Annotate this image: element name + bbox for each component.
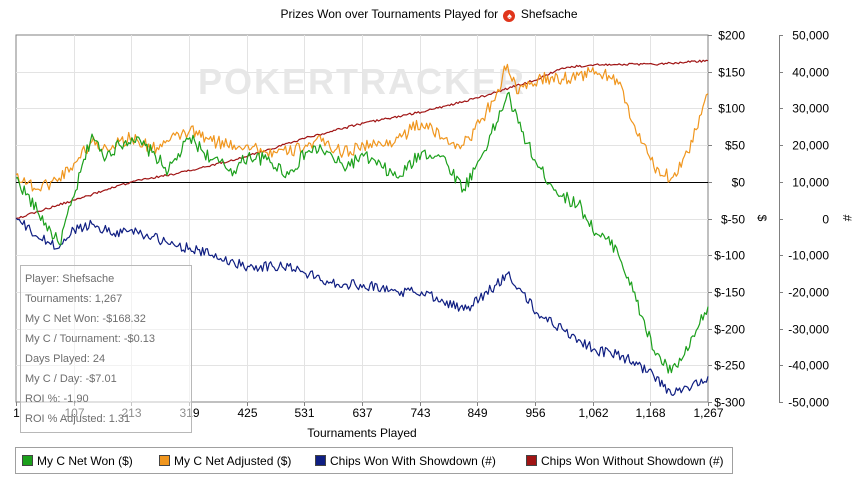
x-tick-label: 849: [467, 406, 487, 420]
legend-label-showdown: Chips Won With Showdown (#): [330, 454, 496, 468]
y1-tick-label: $-300: [714, 396, 745, 410]
x-tick-label: 531: [294, 406, 314, 420]
x-tick-label: 1,168: [635, 406, 665, 420]
legend-swatch-net-won: [22, 455, 33, 466]
info-tournaments: Tournaments: 1,267: [25, 293, 123, 305]
y2-tick-label: -20,000: [788, 286, 829, 300]
y1-tick-label: $-50: [721, 213, 745, 227]
y2-tick-label: -50,000: [788, 396, 829, 410]
watermark-logo: POKERTRACKER: [198, 61, 526, 102]
x-tick-label: 425: [237, 406, 257, 420]
x-tick-label: 743: [410, 406, 430, 420]
info-per-day: My C / Day: -$7.01: [25, 373, 117, 385]
x-tick-label: 1: [13, 406, 20, 420]
y2-tick-label: 0: [822, 213, 829, 227]
legend-swatch-net-adjusted: [159, 455, 170, 466]
chart-title: Prizes Won over Tournaments Played for ♠…: [0, 7, 858, 22]
y2-tick-label: -10,000: [788, 249, 829, 263]
y1-tick-label: $-100: [714, 249, 745, 263]
axis-layer: 11072133194255316377438499561,0621,1681,…: [13, 29, 854, 441]
y2-tick-label: -40,000: [788, 359, 829, 373]
info-box: Player: Shefsache Tournaments: 1,267 My …: [20, 265, 192, 433]
series-layer: [15, 59, 709, 396]
legend: My C Net Won ($) My C Net Adjusted ($) C…: [15, 447, 733, 474]
y2-tick-label: 40,000: [792, 66, 829, 80]
legend-swatch-showdown: [315, 455, 326, 466]
y2-tick-label: 20,000: [792, 139, 829, 153]
info-roi: ROI %: -1,90: [25, 393, 89, 405]
x-axis-title: Tournaments Played: [307, 426, 416, 440]
chart-title-text: Prizes Won over Tournaments Played for: [280, 7, 499, 21]
legend-item-showdown[interactable]: Chips Won With Showdown (#): [315, 454, 496, 468]
series-line-net-won: [15, 91, 709, 374]
y2-tick-label: 10,000: [792, 176, 829, 190]
y1-tick-label: $50: [725, 139, 745, 153]
y1-axis-title: $: [755, 215, 769, 222]
info-player: Player: Shefsache: [25, 273, 115, 285]
chart-title-player: Shefsache: [520, 7, 578, 21]
y2-axis-title: #: [840, 215, 854, 222]
series-line-no-showdown: [15, 59, 709, 220]
y2-tick-label: 50,000: [792, 29, 829, 43]
y1-tick-label: $-250: [714, 359, 745, 373]
legend-swatch-no-showdown: [526, 455, 537, 466]
legend-label-net-won: My C Net Won ($): [37, 454, 133, 468]
y1-tick-label: $100: [718, 102, 745, 116]
info-net-won: My C Net Won: -$168.32: [25, 313, 146, 325]
y1-tick-label: $0: [732, 176, 746, 190]
x-tick-label: 637: [352, 406, 372, 420]
legend-item-no-showdown[interactable]: Chips Won Without Showdown (#): [526, 454, 724, 468]
series-line-net-adjusted: [15, 63, 709, 192]
info-per-tournament: My C / Tournament: -$0.13: [25, 333, 156, 345]
series-line-showdown: [15, 217, 709, 396]
x-tick-label: 1,062: [578, 406, 608, 420]
y1-tick-label: $-200: [714, 323, 745, 337]
y1-tick-label: $150: [718, 66, 745, 80]
y1-tick-label: $-150: [714, 286, 745, 300]
y1-tick-label: $200: [718, 29, 745, 43]
info-days-played: Days Played: 24: [25, 353, 106, 365]
legend-label-net-adjusted: My C Net Adjusted ($): [174, 454, 292, 468]
legend-item-net-won[interactable]: My C Net Won ($): [22, 454, 133, 468]
legend-label-no-showdown: Chips Won Without Showdown (#): [541, 454, 724, 468]
y2-tick-label: -30,000: [788, 323, 829, 337]
y2-tick-label: 30,000: [792, 102, 829, 116]
x-tick-label: 956: [525, 406, 545, 420]
spade-icon: ♠: [503, 10, 516, 22]
x-tick-label: 1,267: [693, 406, 723, 420]
info-roi-adjusted: ROI % Adjusted: 1.31: [25, 413, 131, 425]
legend-item-net-adjusted[interactable]: My C Net Adjusted ($): [159, 454, 291, 468]
